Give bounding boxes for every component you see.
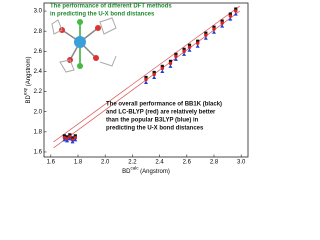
- point: [67, 136, 72, 141]
- point: [212, 25, 216, 29]
- point: [195, 44, 200, 48]
- annotation: predicting the U-X bond distances: [106, 126, 204, 132]
- point: [212, 30, 216, 34]
- point: [234, 9, 238, 13]
- point: [174, 52, 178, 56]
- point: [168, 61, 173, 66]
- point: [212, 27, 216, 31]
- y-tick-label: 2.4: [34, 69, 43, 75]
- point: [182, 52, 187, 56]
- point: [182, 47, 186, 51]
- point: [228, 12, 232, 16]
- x-tick-label: 2.6: [183, 160, 192, 166]
- point: [65, 137, 69, 141]
- point: [168, 64, 173, 68]
- point: [228, 17, 233, 21]
- point: [204, 33, 208, 37]
- point: [204, 31, 208, 35]
- series-square: [62, 7, 238, 140]
- chart-title: in predicting the U-X bond distances: [50, 12, 155, 18]
- point: [220, 24, 225, 28]
- point: [144, 75, 148, 80]
- point: [65, 138, 70, 143]
- y-label-base: BD: [26, 94, 32, 103]
- y-tick-label: 3.0: [34, 9, 43, 15]
- x-label-rest: (Angstrom): [139, 169, 170, 175]
- series-triangle: [62, 12, 238, 144]
- chart: 1.6 1.8 2.0 2.2 2.4 2.6 2.8 3.0 1.6 1.8 2.0 2.2 2.4 2…: [23, 2, 249, 175]
- x-tick-label: 1.8: [74, 160, 83, 166]
- point: [68, 135, 72, 139]
- point: [73, 136, 77, 140]
- y-tick-label: 2.8: [34, 29, 43, 35]
- point: [220, 21, 224, 25]
- point: [70, 138, 75, 142]
- annotation: and LC-BLYP (red) are relatively better: [106, 110, 216, 116]
- point: [203, 36, 208, 40]
- point: [187, 43, 192, 47]
- point: [168, 59, 173, 63]
- x-tick-label: 2.0: [101, 160, 110, 166]
- point: [65, 135, 69, 139]
- point: [160, 69, 165, 73]
- point: [187, 45, 192, 49]
- point: [196, 39, 200, 43]
- point: [228, 14, 233, 18]
- point: [70, 136, 75, 140]
- point: [195, 41, 200, 45]
- annotation: The overall performance of BB1K (black): [106, 102, 222, 108]
- point: [144, 80, 148, 85]
- x-label-sup: calc: [130, 166, 139, 171]
- plot-frame: [43, 2, 249, 158]
- point: [73, 134, 77, 138]
- point: [62, 137, 67, 142]
- point: [152, 70, 156, 75]
- x-tick-label: 2.2: [128, 160, 137, 166]
- y-tick-label: 1.6: [34, 150, 43, 156]
- x-axis-label: BDcalc (Angstrom): [122, 166, 170, 175]
- series-circle: [62, 9, 238, 142]
- x-tick-label: 1.6: [47, 160, 56, 166]
- point: [62, 134, 66, 138]
- point: [73, 137, 78, 142]
- point: [70, 139, 75, 144]
- point: [220, 19, 224, 23]
- x-tick-label: 2.8: [210, 160, 219, 166]
- point: [68, 133, 72, 137]
- y-axis-label: BDexp (Angstrom): [23, 57, 32, 104]
- point: [160, 66, 165, 71]
- point: [152, 75, 157, 79]
- x-tick-label: 3.0: [237, 160, 246, 166]
- y-tick-label: 2.2: [34, 89, 43, 95]
- point: [187, 48, 192, 52]
- point: [160, 64, 164, 69]
- annotation: than the popular B3LYP (blue) in: [106, 118, 199, 124]
- chart-title: The performance of different DFT methods: [50, 4, 172, 10]
- molecule-illustration: [51, 17, 117, 73]
- point: [144, 77, 148, 82]
- fit-line: [53, 5, 241, 143]
- point: [152, 72, 156, 77]
- x-label-base: BD: [122, 169, 131, 175]
- y-tick-label: 1.8: [34, 129, 43, 135]
- point: [173, 57, 178, 61]
- point: [234, 7, 238, 11]
- point: [233, 12, 238, 16]
- point: [182, 49, 186, 54]
- y-label-sup: exp: [23, 87, 28, 95]
- point: [62, 136, 67, 140]
- y-tick-label: 2.6: [34, 49, 43, 55]
- x-tick-label: 2.4: [155, 160, 164, 166]
- point: [174, 54, 178, 59]
- y-tick-label: 2.0: [34, 109, 43, 115]
- y-label-rest: (Angstrom): [26, 57, 32, 88]
